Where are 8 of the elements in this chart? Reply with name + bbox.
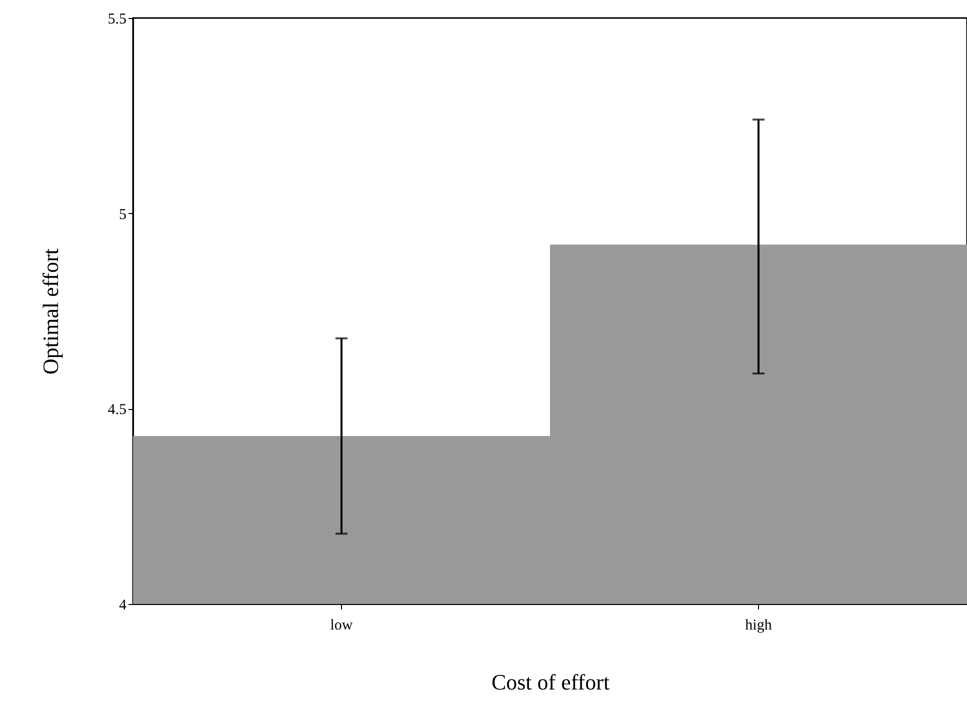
x-tick-label: high [745, 618, 772, 634]
x-tick-label: low [330, 618, 353, 634]
y-tick-label: 5.5 [108, 12, 126, 28]
x-axis-title: Cost of effort [491, 670, 610, 694]
y-axis-title: Optimal effort [38, 248, 63, 375]
y-tick-label: 4.5 [108, 402, 126, 418]
y-tick-label: 4 [119, 598, 127, 614]
y-tick-label: 5 [119, 206, 126, 223]
